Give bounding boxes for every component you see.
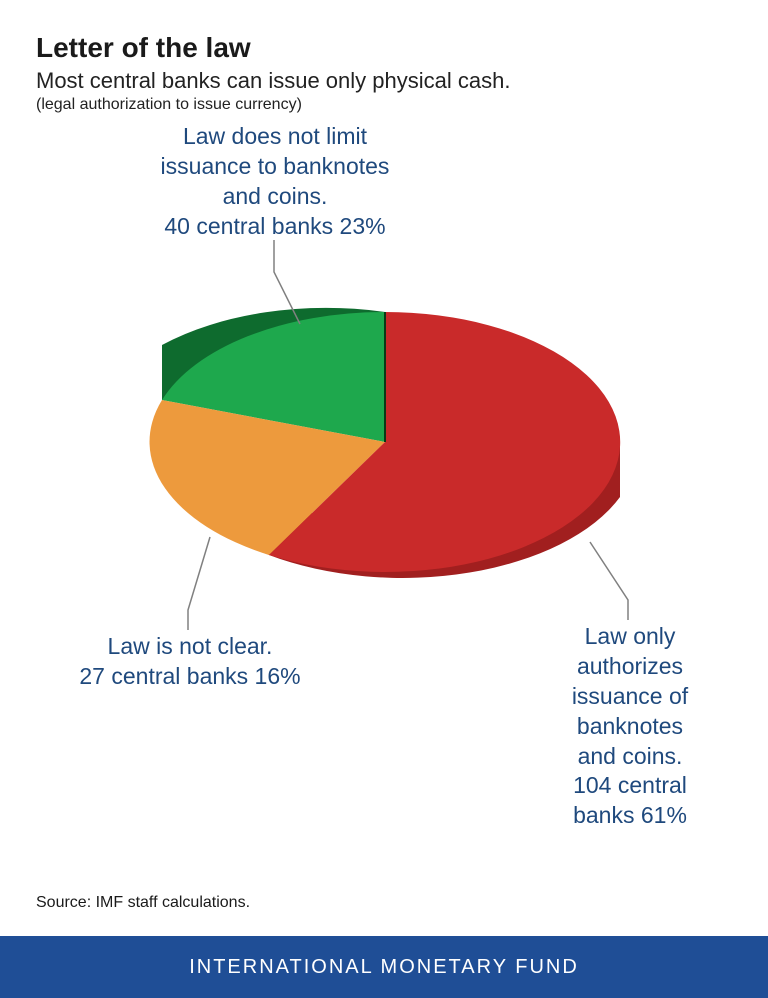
chart-parenthetical: (legal authorization to issue currency)	[36, 96, 732, 114]
label-only-banknotes: Law only authorizes issuance of banknote…	[545, 622, 715, 831]
label-text: 40 central banks 23%	[164, 213, 385, 239]
label-text: and coins.	[223, 183, 328, 209]
label-text: issuance to banknotes	[161, 153, 390, 179]
label-text: banknotes	[577, 713, 683, 739]
label-text: Law does not limit	[183, 123, 367, 149]
pie-3d	[150, 308, 621, 578]
label-text: banks 61%	[573, 802, 687, 828]
source-note: Source: IMF staff calculations.	[36, 894, 250, 912]
label-text: Law only	[585, 623, 676, 649]
chart-header: Letter of the law Most central banks can…	[0, 0, 768, 122]
label-text: 27 central banks 16%	[79, 663, 300, 689]
pie-chart: Law does not limit issuance to banknotes…	[0, 122, 768, 842]
label-text: issuance of	[572, 683, 688, 709]
chart-subtitle: Most central banks can issue only physic…	[36, 68, 732, 94]
label-text: Law is not clear.	[108, 633, 273, 659]
label-text: and coins.	[578, 743, 683, 769]
chart-title: Letter of the law	[36, 32, 732, 64]
label-not-limited: Law does not limit issuance to banknotes…	[110, 122, 440, 242]
leader-not-clear	[188, 537, 210, 630]
footer-text: INTERNATIONAL MONETARY FUND	[189, 956, 579, 979]
label-text: authorizes	[577, 653, 683, 679]
label-not-clear: Law is not clear. 27 central banks 16%	[40, 632, 340, 692]
label-text: 104 central	[573, 772, 687, 798]
leader-only-banknotes	[590, 542, 628, 620]
footer-bar: INTERNATIONAL MONETARY FUND	[0, 936, 768, 998]
